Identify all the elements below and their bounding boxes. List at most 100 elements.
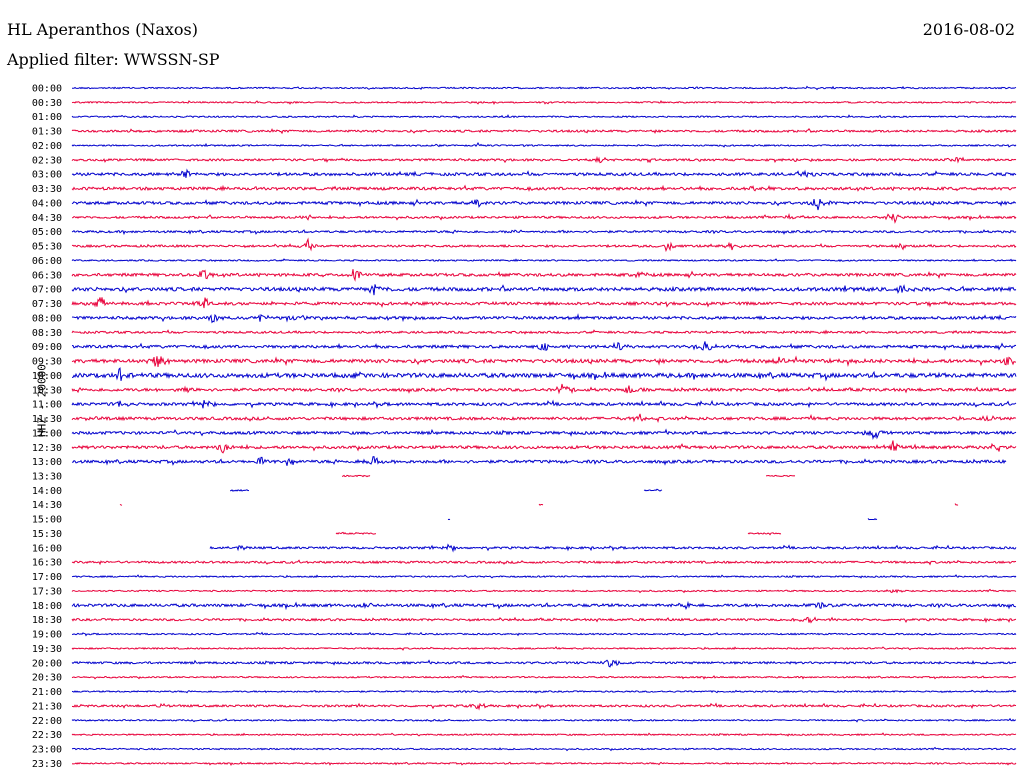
trace-05-30 — [71, 237, 1017, 253]
trace-06-30 — [71, 269, 1017, 282]
trace-07-30 — [71, 297, 1017, 309]
trace-11-00 — [71, 399, 1017, 409]
trace-10-30 — [71, 383, 1017, 395]
trace-08-30 — [71, 329, 1017, 335]
row-label: 16:30 — [32, 558, 62, 569]
row-label: 11:30 — [32, 414, 62, 425]
trace-12-30 — [71, 440, 1017, 454]
trace-17-30 — [71, 588, 1017, 594]
trace-16-30 — [71, 559, 1017, 566]
trace-00-30 — [71, 99, 1017, 105]
row-label: 10:30 — [32, 385, 62, 396]
trace-12-00 — [71, 428, 1017, 440]
row-label: 05:30 — [32, 242, 62, 253]
row-label: 20:00 — [32, 658, 62, 669]
trace-16-00 — [209, 543, 1017, 553]
row-label: 21:00 — [32, 687, 62, 698]
row-label: 04:30 — [32, 213, 62, 224]
row-label: 03:30 — [32, 184, 62, 195]
trace-09-30 — [71, 355, 1017, 368]
row-label: 12:30 — [32, 443, 62, 454]
row-label: 13:30 — [32, 471, 62, 482]
trace-18-00 — [71, 600, 1017, 611]
row-label: 02:30 — [32, 155, 62, 166]
trace-21-00 — [71, 689, 1017, 694]
station-title: HL Aperanthos (Naxos) — [7, 20, 198, 39]
trace-19-00 — [71, 631, 1017, 637]
row-label: 23:00 — [32, 745, 62, 756]
row-label: 10:00 — [32, 371, 62, 382]
trace-18-30 — [71, 616, 1017, 624]
trace-11-30 — [71, 413, 1017, 424]
row-label: 12:00 — [32, 428, 62, 439]
trace-04-00 — [71, 198, 1017, 211]
trace-21-30 — [71, 702, 1017, 711]
trace-01-30 — [71, 128, 1017, 135]
trace-15-30 — [336, 532, 1016, 534]
trace-01-00 — [71, 114, 1017, 119]
trace-08-00 — [71, 313, 1017, 324]
trace-09-00 — [71, 341, 1017, 352]
row-label: 16:00 — [32, 543, 62, 554]
trace-19-30 — [71, 646, 1017, 651]
row-label: 09:30 — [32, 357, 62, 368]
trace-13-30 — [342, 475, 1016, 476]
row-label: 15:30 — [32, 529, 62, 540]
trace-02-00 — [71, 141, 1017, 148]
row-label: 01:30 — [32, 127, 62, 138]
row-label: 18:00 — [32, 601, 62, 612]
row-labels: 00:00 00:30 01:00 01:30 02:00 02:30 03:00 03:30… — [32, 84, 62, 770]
row-label: 06:30 — [32, 270, 62, 281]
row-label: 02:00 — [32, 141, 62, 152]
row-label: 11:00 — [32, 400, 62, 411]
row-label: 14:00 — [32, 486, 62, 497]
row-label: 06:00 — [32, 256, 62, 267]
row-label: 18:30 — [32, 615, 62, 626]
date-label: 2016-08-02 — [922, 20, 1015, 39]
trace-05-00 — [71, 229, 1017, 236]
row-label: 19:00 — [32, 630, 62, 641]
trace-22-00 — [71, 717, 1017, 723]
trace-15-00 — [448, 518, 1016, 519]
trace-07-00 — [71, 284, 1017, 296]
row-label: 00:00 — [32, 84, 62, 95]
row-label: 13:00 — [32, 457, 62, 468]
trace-13-00 — [72, 457, 1016, 466]
trace-06-00 — [71, 258, 1017, 263]
trace-04-30 — [71, 213, 1017, 224]
row-label: 07:30 — [32, 299, 62, 310]
trace-14-00 — [230, 489, 1016, 491]
row-label: 03:00 — [32, 170, 62, 181]
row-label: 14:30 — [32, 500, 62, 511]
trace-22-30 — [71, 732, 1017, 737]
trace-02-30 — [71, 155, 1017, 164]
row-label: 15:00 — [32, 515, 62, 526]
trace-20-00 — [71, 659, 1017, 668]
row-label: 07:00 — [32, 285, 62, 296]
row-label: 04:00 — [32, 198, 62, 209]
traces — [71, 85, 1017, 766]
row-label: 19:30 — [32, 644, 62, 655]
row-label: 17:00 — [32, 572, 62, 583]
row-label: 21:30 — [32, 701, 62, 712]
row-label: 22:00 — [32, 716, 62, 727]
row-label: 20:30 — [32, 673, 62, 684]
trace-17-00 — [71, 574, 1017, 579]
trace-23-30 — [71, 761, 1017, 766]
trace-03-30 — [71, 184, 1017, 192]
trace-10-00 — [71, 367, 1017, 382]
trace-03-00 — [71, 168, 1017, 178]
trace-00-00 — [71, 85, 1017, 91]
row-label: 05:00 — [32, 227, 62, 238]
row-label: 22:30 — [32, 730, 62, 741]
row-label: 08:00 — [32, 313, 62, 324]
row-label: 01:00 — [32, 112, 62, 123]
row-label: 09:00 — [32, 342, 62, 353]
filter-label: Applied filter: WWSSN-SP — [7, 50, 220, 69]
trace-23-00 — [71, 746, 1017, 752]
row-label: 23:30 — [32, 759, 62, 770]
row-label: 17:30 — [32, 586, 62, 597]
row-label: 08:30 — [32, 328, 62, 339]
trace-20-30 — [71, 674, 1017, 680]
